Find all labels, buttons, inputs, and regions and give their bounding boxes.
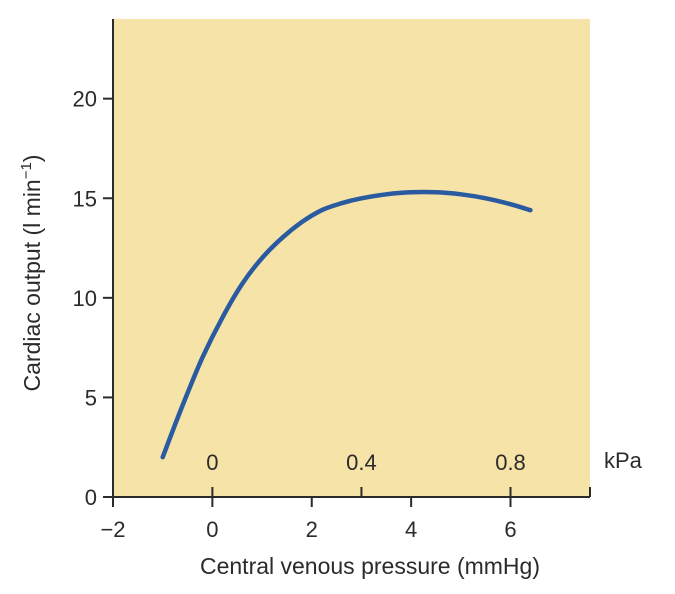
- y-tick-label: 10: [73, 286, 97, 311]
- x-axis-title: Central venous pressure (mmHg): [200, 553, 540, 579]
- kpa-tick-label: 0.8: [495, 450, 526, 475]
- x-tick-label: −2: [100, 517, 125, 542]
- y-axis-title: Cardiac output (l min−1): [18, 155, 45, 392]
- x-tick-label: 4: [405, 517, 417, 542]
- y-tick-label: 0: [85, 485, 97, 510]
- y-tick-label: 15: [73, 186, 97, 211]
- ticks-layer: [103, 97, 591, 507]
- kpa-tick-label: 0: [206, 450, 218, 475]
- y-tick-label: 20: [73, 87, 97, 112]
- plot-background: [113, 19, 590, 497]
- x-tick-label: 2: [306, 517, 318, 542]
- cardiac-output-curve: [160, 189, 533, 460]
- x-tick-label: 6: [504, 517, 516, 542]
- kpa-unit-label: kPa: [604, 448, 643, 473]
- x-tick-label: 0: [206, 517, 218, 542]
- kpa-tick-label: 0.4: [346, 450, 377, 475]
- y-tick-label: 5: [85, 385, 97, 410]
